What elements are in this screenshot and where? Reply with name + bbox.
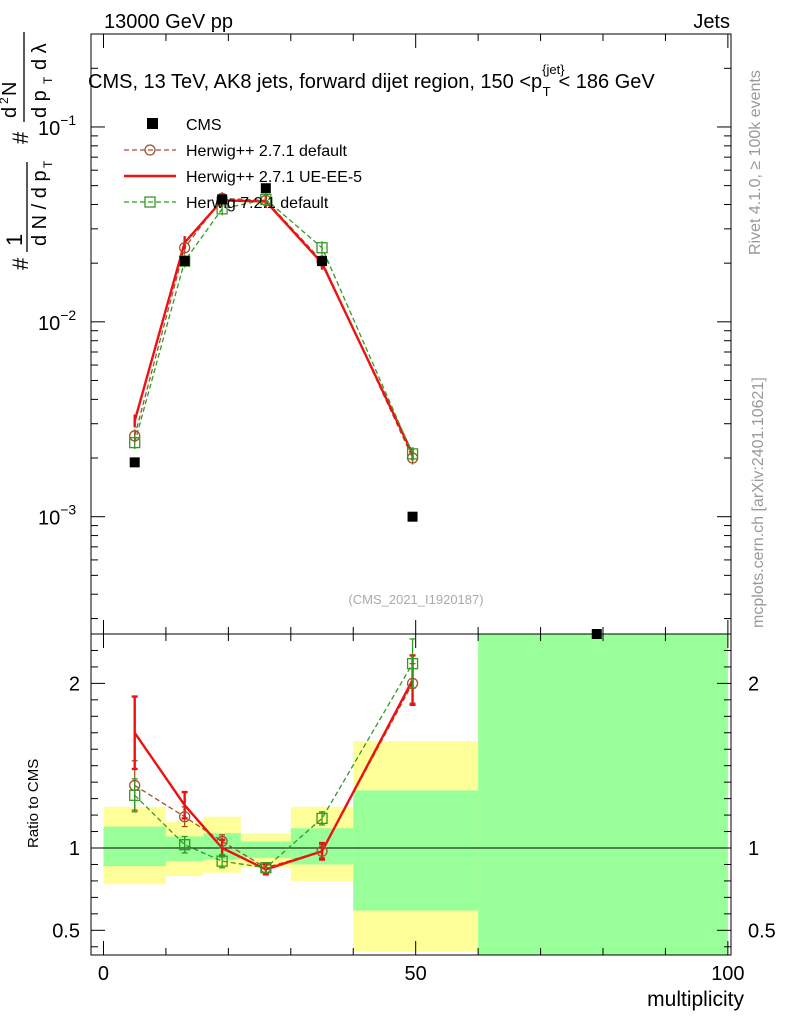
analysis-id-watermark: (CMS_2021_I1920187) bbox=[348, 592, 483, 607]
series-line-ratio-2 bbox=[134, 663, 414, 869]
legend-marker-cms bbox=[147, 118, 158, 129]
band-green-bin-3 bbox=[240, 841, 291, 858]
legend-marker-herwig7 bbox=[144, 196, 156, 208]
svg-text:2: 2 bbox=[0, 97, 11, 104]
series-0-main-point-0 bbox=[129, 430, 141, 442]
series-line-main-2 bbox=[134, 198, 414, 455]
cms-data-point-4 bbox=[317, 256, 328, 267]
svg-text:d p: d p bbox=[29, 90, 51, 118]
legend-item-herwig7: Herwig 7.2.1 default bbox=[124, 195, 329, 212]
series-line-ratio-0 bbox=[134, 683, 414, 869]
rivet-version-label: Rivet 4.1.0, ≥ 100k events bbox=[747, 70, 764, 255]
band-green-bin-5 bbox=[353, 790, 479, 911]
legend-item-herwig-ue-ee-5: Herwig++ 2.7.1 UE-EE-5 bbox=[124, 169, 362, 186]
x-tick-label-0: 0 bbox=[98, 963, 109, 985]
legend: CMS Herwig++ 2.7.1 default Herwig++ 2.7.… bbox=[124, 117, 362, 212]
main-y-tick-label-2: 10−1 bbox=[38, 112, 76, 140]
svg-text:1: 1 bbox=[2, 234, 27, 246]
cms-data-point-0 bbox=[129, 457, 140, 468]
legend-item-cms: CMS bbox=[147, 117, 222, 134]
series-2-ratio-point-2 bbox=[216, 855, 228, 867]
series-2-main-point-3 bbox=[260, 193, 272, 206]
series-0-ratio-point-0 bbox=[129, 779, 141, 792]
main-y-tick-label-0: 10−3 bbox=[38, 502, 76, 530]
ratio-y-tick-label-left-2: 2 bbox=[69, 673, 80, 695]
series-0-main-point-1 bbox=[179, 242, 191, 254]
svg-text:d N / d p: d N / d p bbox=[29, 170, 51, 246]
cms-data-point-3 bbox=[260, 183, 271, 194]
ratio-y-tick-label-right-0: 0.5 bbox=[748, 920, 776, 942]
header-category: Jets bbox=[693, 11, 730, 33]
svg-text:T: T bbox=[41, 160, 55, 168]
legend-item-herwig-default: Herwig++ 2.7.1 default bbox=[124, 143, 348, 160]
series-line-main-0 bbox=[134, 197, 414, 459]
legend-label-cms: CMS bbox=[186, 117, 222, 134]
svg-text:#: # bbox=[8, 257, 33, 270]
series-2-main-point-4 bbox=[316, 242, 328, 254]
band-green-bin-6 bbox=[478, 634, 728, 955]
series-0-ratio-point-2 bbox=[216, 835, 228, 848]
axis-ticks: 0 50 100 10−3 10−2 10−1 0.5 0.5 1 1 2 2 bbox=[38, 34, 776, 985]
series-2-main-point-0 bbox=[129, 436, 141, 449]
band-green-bin-0 bbox=[103, 826, 166, 867]
ratio-y-tick-label-left-0: 0.5 bbox=[52, 920, 80, 942]
cms-data-point-6 bbox=[591, 629, 602, 639]
svg-text:T: T bbox=[41, 76, 55, 84]
legend-label-herwig-default: Herwig++ 2.7.1 default bbox=[186, 143, 348, 160]
series-line-ratio-1 bbox=[133, 679, 414, 871]
series-0-ratio-point-3 bbox=[260, 862, 272, 874]
chart-title: CMS, 13 TeV, AK8 jets, forward dijet reg… bbox=[88, 62, 655, 99]
svg-text:#: # bbox=[8, 131, 33, 144]
series-line-main-1 bbox=[133, 199, 414, 455]
x-tick-label-100: 100 bbox=[711, 963, 744, 985]
mc-lines bbox=[131, 191, 416, 876]
ratio-y-tick-label-left-1: 1 bbox=[69, 838, 80, 860]
series-2-ratio-point-5 bbox=[406, 657, 419, 670]
series-0-main-point-5 bbox=[406, 452, 419, 464]
svg-text:N: N bbox=[0, 82, 21, 96]
main-y-tick-label-1: 10−2 bbox=[38, 307, 76, 335]
series-2-ratio-point-4 bbox=[316, 812, 328, 825]
series-2-ratio-point-3 bbox=[260, 862, 272, 874]
ratio-panel-frame bbox=[90, 633, 732, 956]
series-0-ratio-point-1 bbox=[179, 811, 191, 823]
ratio-y-tick-label-right-1: 1 bbox=[748, 838, 759, 860]
svg-text:d λ: d λ bbox=[29, 43, 51, 70]
ratio-y-tick-label-right-2: 2 bbox=[748, 673, 759, 695]
legend-marker-herwig-default bbox=[144, 144, 156, 156]
data-points bbox=[129, 183, 602, 874]
series-2-main-point-5 bbox=[406, 448, 419, 460]
svg-text:d: d bbox=[0, 107, 21, 118]
mcplots-label: mcplots.cern.ch [arXiv:2401.10621] bbox=[750, 377, 767, 628]
header-process: 13000 GeV pp bbox=[104, 11, 233, 33]
legend-label-herwig7: Herwig 7.2.1 default bbox=[186, 195, 329, 212]
ratio-uncertainty-bands bbox=[103, 634, 728, 955]
series-0-ratio-point-5 bbox=[406, 677, 419, 690]
cms-data-point-5 bbox=[407, 511, 418, 522]
x-tick-label-50: 50 bbox=[405, 963, 427, 985]
ratio-y-axis-label: Ratio to CMS bbox=[25, 759, 42, 848]
series-2-ratio-point-1 bbox=[179, 839, 191, 851]
plot-frames bbox=[90, 33, 732, 956]
legend-label-herwig-ue-ee-5: Herwig++ 2.7.1 UE-EE-5 bbox=[186, 169, 362, 186]
series-0-ratio-point-4 bbox=[316, 845, 328, 857]
x-axis-label: multiplicity bbox=[647, 988, 744, 1011]
cms-data-point-2 bbox=[217, 194, 228, 205]
series-2-ratio-point-0 bbox=[129, 789, 141, 801]
main-y-axis-label: # 1 d N / d p T # d 2 N d p T d λ bbox=[0, 32, 55, 270]
cms-data-point-1 bbox=[179, 256, 190, 267]
